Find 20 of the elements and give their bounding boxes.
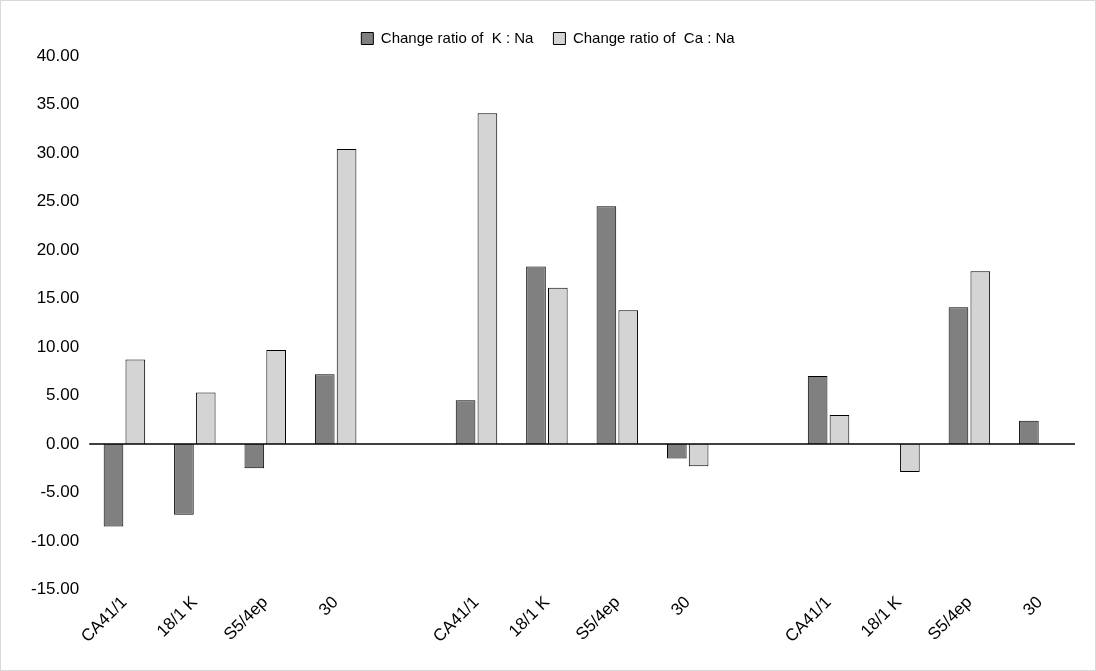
y-tick-label: -15.00 [31, 579, 80, 599]
y-tick-label: 30.00 [36, 142, 80, 162]
y-tick-label: 20.00 [36, 239, 80, 259]
x-tick-label: 30 [1019, 592, 1046, 620]
x-tick-label: 18/1 K [504, 591, 554, 641]
x-tick-label: 18/1 K [152, 591, 202, 641]
y-tick-label: 35.00 [36, 94, 80, 114]
y-tick-label: 0.00 [46, 433, 80, 453]
y-tick-label: 5.00 [46, 385, 80, 405]
x-tick-label: 30 [314, 592, 342, 620]
y-tick-label: 10.00 [36, 336, 80, 356]
x-tick-label: 18/1 K [856, 591, 906, 641]
legend-label: Change ratio of Ca : Na [572, 28, 736, 46]
x-tick-label: 30 [667, 592, 694, 620]
y-tick-label: 25.00 [36, 191, 80, 211]
y-tick-label: -10.00 [31, 530, 80, 550]
y-tick-label: 40.00 [36, 45, 80, 65]
legend-label: Change ratio of K : Na [380, 28, 535, 46]
y-tick-label: -5.00 [40, 482, 80, 502]
y-tick-label: 15.00 [36, 288, 80, 308]
